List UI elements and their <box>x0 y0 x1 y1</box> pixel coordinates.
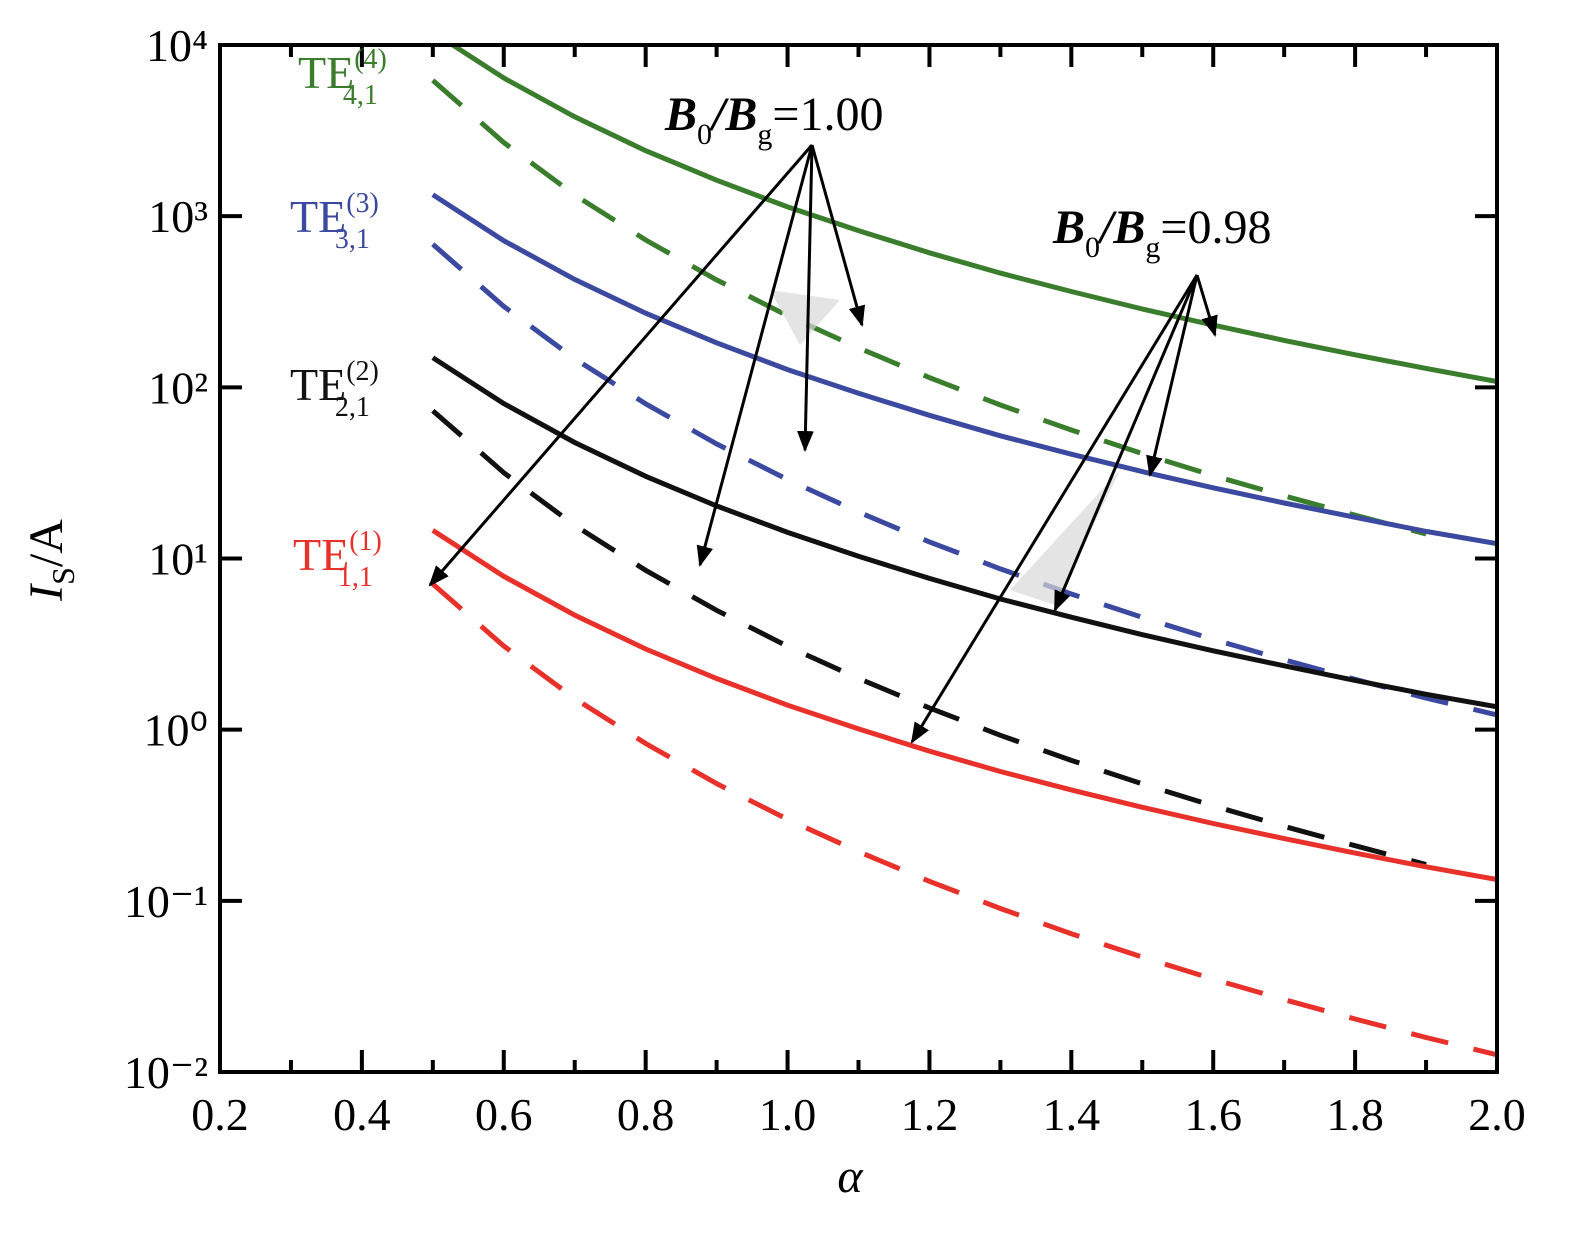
y-axis-label: IS/A <box>20 519 81 602</box>
x-tick-label: 1.6 <box>1184 1089 1242 1140</box>
curve-label: TE(2) 2,1 <box>290 356 379 423</box>
curve-label-sub: 1,1 <box>338 562 373 593</box>
annotation: B0/Bg=0.98 <box>1052 201 1271 264</box>
x-tick-label: 1.8 <box>1326 1089 1384 1140</box>
plot-lines <box>431 45 1497 1058</box>
y-label-sub: S <box>45 567 81 585</box>
arrow <box>910 274 1199 744</box>
x-tick-label: 1.2 <box>901 1089 959 1140</box>
x-tick-label: 0.6 <box>475 1089 533 1140</box>
annotation-rest: =0.98 <box>1160 201 1271 254</box>
arrows <box>428 144 1218 744</box>
arrow <box>1053 274 1199 612</box>
curve-label-sup: (2) <box>346 356 379 387</box>
curve-label-sup: (3) <box>346 188 379 219</box>
curve-label-main: TE <box>298 47 354 98</box>
curve-label-sub: 3,1 <box>335 224 370 255</box>
arrow <box>696 144 814 568</box>
y-tick-label: 10³ <box>148 191 208 242</box>
dashed-line <box>431 582 1497 1058</box>
x-tick-label: 1.0 <box>759 1089 817 1140</box>
y-tick-label: 10⁻¹ <box>124 876 208 927</box>
annotation-b: B <box>1112 201 1145 254</box>
curve-label: TE(3) 3,1 <box>290 188 379 255</box>
y-tick-label: 10¹ <box>148 534 208 585</box>
annotation-sub: g <box>1145 231 1160 264</box>
solid-line <box>431 192 1497 547</box>
annotation-sub: g <box>757 118 772 151</box>
y-tick-label: 10⁰ <box>144 705 208 756</box>
arrow <box>797 144 814 453</box>
y-tick-label: 10² <box>148 362 208 413</box>
curve-label-main: TE <box>293 529 349 580</box>
solid-line <box>431 355 1497 710</box>
curve-label-main: TE <box>290 359 346 410</box>
annotation-slash: / <box>709 88 730 141</box>
curve-label-main: TE <box>290 191 346 242</box>
curve-label-sup: (4) <box>354 44 387 75</box>
annotation-slash: / <box>1097 201 1118 254</box>
curve-label-sub: 4,1 <box>343 80 378 111</box>
y-label-rest: /A <box>20 519 73 567</box>
x-tick-label: 2.0 <box>1468 1089 1526 1140</box>
annotation-rest: =1.00 <box>772 88 883 141</box>
annotation: B0/Bg=1.00 <box>664 88 883 151</box>
y-tick-label: 10⁻² <box>124 1047 208 1098</box>
shade <box>1010 470 1120 605</box>
annotation-sub: 0 <box>697 118 712 151</box>
x-tick-label: 1.4 <box>1043 1089 1101 1140</box>
x-tick-label: 0.2 <box>191 1089 249 1140</box>
curve-label: TE(1) 1,1 <box>293 526 382 593</box>
y-tick-label: 10⁴ <box>146 20 208 71</box>
dashed-line <box>431 408 1427 867</box>
x-axis-label: α <box>837 1150 863 1203</box>
curve-label-sup: (1) <box>349 526 382 557</box>
x-tick-label: 0.8 <box>617 1089 675 1140</box>
annotation-b: B <box>724 88 757 141</box>
dashed-line <box>431 242 1497 718</box>
shading <box>770 290 1120 605</box>
curve-label-sub: 2,1 <box>335 392 370 423</box>
x-tick-label: 0.4 <box>333 1089 391 1140</box>
arrow <box>810 144 866 328</box>
solid-line <box>448 45 1497 385</box>
annotation-b: B <box>1052 201 1085 254</box>
annotation-sub: 0 <box>1085 231 1100 264</box>
solid-line <box>431 528 1497 883</box>
annotation-b: B <box>664 88 697 141</box>
shade <box>770 290 840 345</box>
ticks <box>218 43 1499 1074</box>
arrow <box>1146 274 1199 478</box>
curve-label: TE(4) 4,1 <box>298 44 387 111</box>
dashed-line <box>431 78 1427 537</box>
y-label-main: I <box>20 583 73 602</box>
arrow <box>428 144 814 587</box>
arrow <box>1195 274 1218 338</box>
